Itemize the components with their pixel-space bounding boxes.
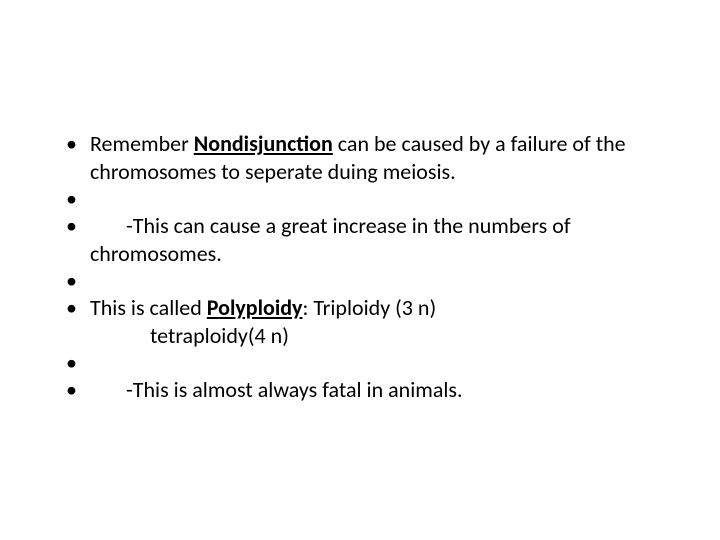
slide: Remember Nondisjunction can be caused by… <box>0 0 720 540</box>
bullet-7-text: -This is almost always fatal in animals. <box>126 376 463 403</box>
bullet-5-post: : Triploidy (3 n) <box>302 294 436 321</box>
bullet-3: -This can cause a great increase in the … <box>60 212 660 267</box>
bullet-5-pre: This is called <box>90 294 207 321</box>
bullet-4-empty <box>60 267 660 294</box>
bullet-6-empty <box>60 349 660 376</box>
bullet-7: -This is almost always fatal in animals. <box>60 376 660 404</box>
bullet-1: Remember Nondisjunction can be caused by… <box>60 130 660 185</box>
bullet-5: This is called Polyploidy: Triploidy (3 … <box>60 294 660 349</box>
bullet-2-empty <box>60 185 660 212</box>
bullet-5-term: Polyploidy <box>207 294 303 321</box>
bullet-list: Remember Nondisjunction can be caused by… <box>60 130 660 404</box>
bullet-1-pre: Remember <box>90 130 194 157</box>
bullet-1-term: Nondisjunction <box>194 130 333 157</box>
bullet-3-text: -This can cause a great increase in the … <box>90 212 571 267</box>
bullet-5-line2: tetraploidy(4 n) <box>90 322 660 350</box>
